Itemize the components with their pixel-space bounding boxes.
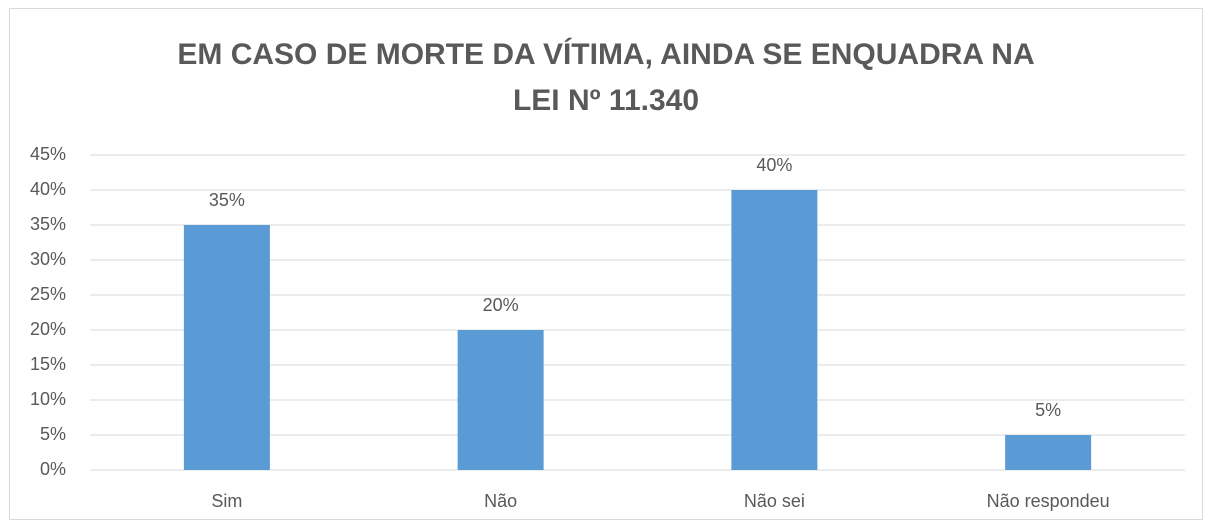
data-label: 20%	[483, 295, 519, 315]
y-tick-label: 35%	[30, 214, 66, 234]
bar	[183, 225, 270, 470]
y-tick-label: 45%	[30, 144, 66, 164]
data-label: 5%	[1035, 400, 1061, 420]
y-tick-label: 0%	[40, 459, 66, 479]
bar	[457, 330, 544, 470]
x-tick-label: Não sei	[744, 491, 805, 511]
x-tick-label: Não respondeu	[987, 491, 1110, 511]
y-tick-label: 25%	[30, 284, 66, 304]
y-tick-label: 40%	[30, 179, 66, 199]
chart-border	[9, 8, 1203, 520]
y-tick-label: 10%	[30, 389, 66, 409]
y-tick-label: 20%	[30, 319, 66, 339]
bar	[731, 190, 818, 470]
data-label: 35%	[209, 190, 245, 210]
y-tick-label: 15%	[30, 354, 66, 374]
y-tick-label: 30%	[30, 249, 66, 269]
data-label: 40%	[756, 155, 792, 175]
chart-title: EM CASO DE MORTE DA VÍTIMA, AINDA SE ENQ…	[177, 38, 1035, 117]
x-tick-label: Sim	[211, 491, 242, 511]
x-tick-label: Não	[484, 491, 517, 511]
bar	[1005, 435, 1092, 470]
y-tick-label: 5%	[40, 424, 66, 444]
